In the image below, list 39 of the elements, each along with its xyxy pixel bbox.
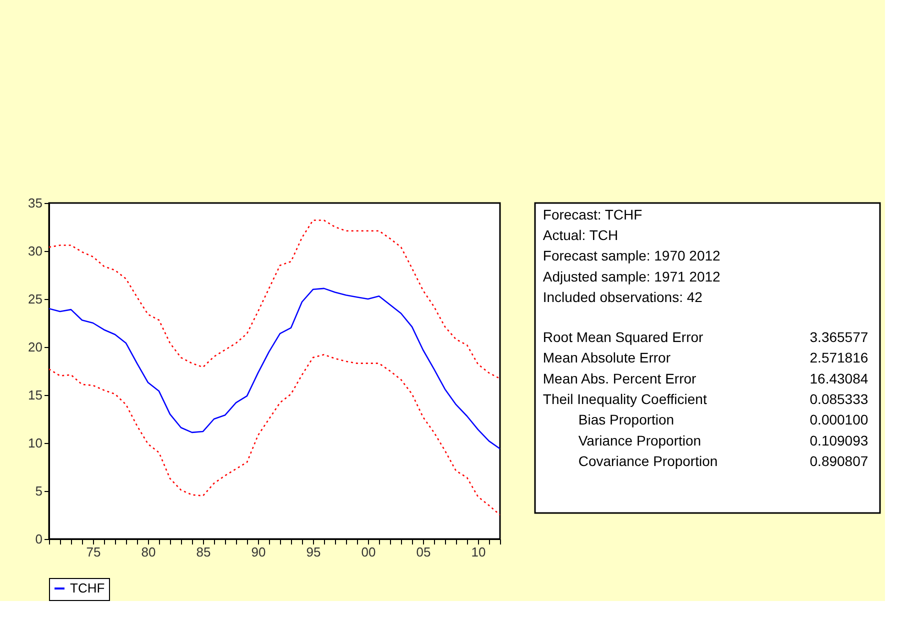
text: 0.890807 [810,452,868,469]
text: Actual: TCH [542,227,618,244]
x-tick-label: 85 [196,544,211,560]
text: Mean Abs. Percent Error [542,370,697,386]
text: Included observations: 42 [542,288,703,305]
text: Forecast: TCHF [542,206,642,222]
text: 16.43084 [810,370,868,386]
y-tick-label: 30 [28,244,42,258]
x-tick-label: 75 [86,544,101,560]
y-tick-label: 10 [28,436,42,450]
text: 2.571816 [810,350,868,366]
y-tick-label: 15 [28,388,42,402]
text: 0.000100 [810,412,868,428]
y-tick-label: 35 [28,196,42,210]
x-tick-label: 00 [361,544,376,560]
line-series [49,354,500,516]
text: Theil Inequality Coefficient [542,390,707,407]
text: 0.109093 [810,432,868,448]
text: 0.085333 [810,390,868,407]
text: Covariance Proportion [578,452,718,469]
line-series [49,220,500,380]
y-tick-label: 0 [35,532,42,546]
x-tick-label: 05 [416,544,431,560]
x-tick-label: 10 [471,544,486,560]
text: Mean Absolute Error [542,350,671,366]
text: Bias Proportion [578,412,674,428]
x-tick-label: 95 [306,544,321,560]
x-tick-label: 80 [141,544,156,560]
text: Forecast sample: 1970 2012 [542,248,721,264]
text: Adjusted sample: 1971 2012 [542,268,721,284]
y-tick-label: 25 [28,292,42,306]
legend-label: TCHF [70,580,105,596]
x-tick-label: 90 [251,544,266,560]
text: Variance Proportion [578,432,702,448]
y-tick-label: 20 [28,340,42,354]
text: 3.365577 [810,329,868,346]
text: Root Mean Squared Error [542,329,704,346]
line-series [49,288,500,450]
y-tick-label: 5 [35,484,42,498]
